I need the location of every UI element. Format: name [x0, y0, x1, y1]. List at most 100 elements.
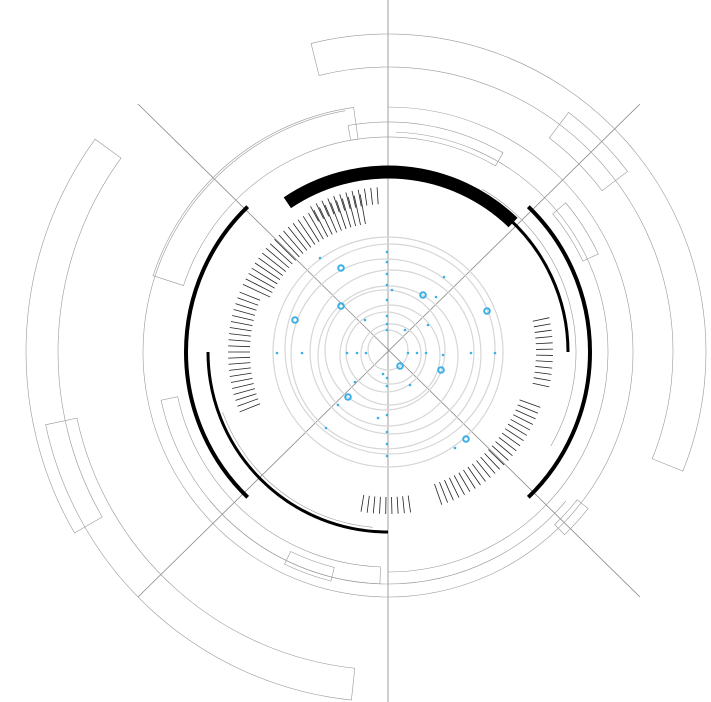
blue-dot	[385, 328, 389, 332]
arc	[222, 412, 373, 528]
tick-mark	[534, 329, 552, 333]
panel-outline	[310, 33, 707, 472]
blue-dot	[385, 298, 389, 302]
tick-mark	[245, 278, 273, 293]
tick-mark	[333, 196, 340, 213]
tick-mark	[491, 445, 509, 461]
tick-mark	[302, 216, 320, 242]
tick-mark	[262, 252, 287, 272]
tick-mark	[535, 366, 553, 369]
blue-dot	[381, 372, 385, 376]
arc	[184, 205, 250, 499]
tick-mark	[313, 210, 329, 237]
tick-mark	[324, 204, 338, 233]
tick-mark	[235, 393, 257, 401]
tick-mark	[535, 342, 553, 345]
tick-mark	[232, 315, 254, 321]
blue-dot	[318, 256, 322, 260]
blue-marker	[462, 435, 470, 443]
blue-marker	[291, 316, 299, 324]
tick-mark	[357, 189, 362, 207]
blue-dot	[363, 318, 367, 322]
arc	[210, 500, 566, 585]
blue-marker	[419, 291, 427, 299]
blue-dot	[385, 442, 389, 446]
arc	[142, 106, 634, 598]
tick-mark	[360, 494, 365, 512]
tick-mark	[239, 291, 261, 301]
tick-mark	[439, 482, 449, 503]
arc	[387, 131, 609, 573]
inner-ring	[309, 269, 475, 435]
tick-mark	[515, 409, 536, 420]
tick-mark	[379, 496, 381, 514]
tick-mark	[345, 192, 351, 210]
blue-dot	[385, 322, 389, 326]
tick-mark	[235, 303, 257, 311]
tick-mark	[287, 226, 308, 251]
inner-ring	[339, 304, 441, 406]
tick-mark	[237, 398, 259, 407]
blue-dot	[385, 384, 389, 388]
tick-mark	[230, 377, 253, 383]
tick-mark	[229, 372, 252, 377]
tick-mark	[258, 257, 284, 276]
tick-mark	[308, 212, 324, 240]
blue-marker	[337, 264, 345, 272]
tick-mark	[297, 219, 316, 245]
tick-mark	[476, 460, 491, 478]
panel-outline	[284, 551, 335, 582]
tick-mark	[501, 432, 521, 447]
blue-dot	[336, 403, 340, 407]
blue-dot	[406, 351, 410, 355]
blue-dot	[353, 380, 357, 384]
tick-mark	[453, 475, 465, 495]
tick-mark	[366, 495, 370, 513]
blue-dot	[442, 275, 446, 279]
tick-mark	[402, 496, 405, 514]
tick-mark	[339, 194, 346, 211]
blue-dot	[385, 454, 389, 458]
tick-mark	[484, 453, 501, 470]
blue-marker	[437, 366, 445, 374]
blue-dot	[408, 383, 412, 387]
tick-mark	[364, 188, 368, 206]
blue-marker	[483, 307, 491, 315]
tick-mark	[341, 198, 352, 228]
tick-mark	[228, 362, 251, 365]
panel-outline	[552, 202, 599, 262]
arc	[502, 212, 570, 353]
tick-mark	[517, 404, 539, 414]
tick-mark	[519, 399, 541, 408]
inner-ring	[284, 243, 496, 455]
panel-outline	[548, 111, 629, 192]
tick-mark	[535, 336, 553, 339]
blue-dot	[385, 260, 389, 264]
tick-mark	[319, 207, 333, 235]
blue-marker	[337, 302, 345, 310]
tick-mark	[330, 202, 342, 231]
tick-mark	[228, 339, 251, 342]
tick-mark	[535, 360, 553, 363]
tick-mark	[376, 187, 379, 205]
inner-ring	[317, 285, 459, 427]
panel-outline	[25, 138, 122, 534]
tick-mark	[534, 371, 552, 375]
blue-dot	[434, 295, 438, 299]
blue-dot	[275, 351, 279, 355]
arc	[283, 165, 518, 228]
inner-ring	[324, 289, 446, 411]
tick-mark	[315, 203, 324, 219]
tick-mark	[251, 267, 278, 285]
tick-mark	[229, 327, 252, 332]
blue-dot	[355, 351, 359, 355]
tick-mark	[449, 477, 460, 498]
tick-mark	[532, 317, 550, 322]
tick-mark	[228, 356, 251, 359]
tick-mark	[407, 495, 411, 513]
tick-mark	[444, 479, 454, 501]
blue-dot	[469, 351, 473, 355]
tick-mark	[507, 423, 528, 436]
